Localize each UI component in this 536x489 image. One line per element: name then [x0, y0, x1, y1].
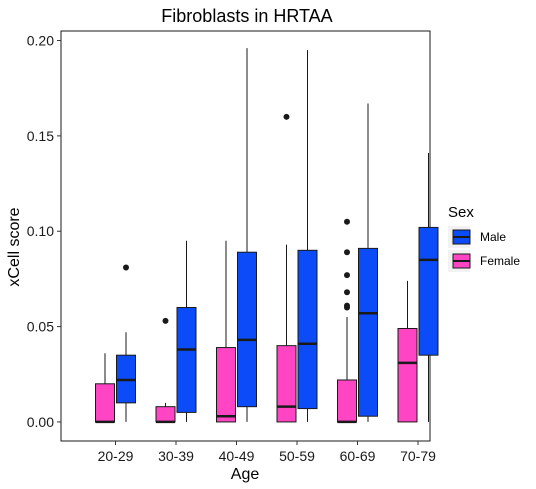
- outlier-point: [123, 264, 129, 271]
- box-body: [155, 406, 176, 423]
- outlier-point: [344, 272, 350, 279]
- y-axis: 0.00 0.05 0.10 0.15 0.20: [27, 33, 61, 430]
- box-series-group: [95, 48, 439, 424]
- outlier-point: [162, 317, 169, 324]
- box-male-30-39: [176, 240, 197, 422]
- box-body: [276, 345, 297, 423]
- x-axis-title: Age: [231, 466, 260, 483]
- box-male-40-49: [237, 48, 257, 422]
- box-male-20-29: [116, 264, 136, 422]
- box-body: [358, 247, 378, 417]
- box-body: [216, 347, 236, 423]
- legend-title: Sex: [448, 204, 474, 221]
- box-female-70-79: [397, 280, 418, 423]
- box-male-50-59: [297, 50, 318, 422]
- legend-label-male: Male: [480, 230, 506, 244]
- y-tick-label: 0.05: [27, 319, 54, 335]
- x-axis: 20-29 30-39 40-49 50-59 60-69 70-79: [98, 441, 436, 464]
- y-tick-label: 0.10: [27, 223, 54, 239]
- box-body: [237, 251, 257, 408]
- legend-label-female: Female: [480, 254, 520, 268]
- box-female-40-49: [216, 240, 236, 423]
- chart-title: Fibroblasts in HRTAA: [161, 6, 332, 26]
- box-body: [176, 307, 197, 413]
- box-female-20-29: [95, 353, 115, 424]
- box-body: [297, 249, 318, 410]
- box-female-30-39: [155, 317, 176, 424]
- outlier-point: [344, 249, 350, 256]
- outlier-point: [344, 218, 350, 225]
- box-body: [418, 226, 439, 356]
- y-axis-title: xCell score: [6, 207, 23, 286]
- y-tick-label: 0.20: [27, 33, 54, 49]
- outlier-point: [344, 289, 350, 296]
- outlier-point: [283, 113, 290, 120]
- box-body: [95, 383, 115, 423]
- x-tick-label: 70-79: [400, 448, 436, 464]
- legend: Sex Male Female: [448, 204, 520, 272]
- box-body: [397, 327, 418, 423]
- box-male-60-69: [358, 103, 378, 422]
- x-tick-label: 20-29: [98, 448, 134, 464]
- y-tick-label: 0.15: [27, 128, 54, 144]
- box-female-50-59: [276, 113, 297, 423]
- box-male-70-79: [418, 153, 439, 422]
- y-tick-label: 0.00: [27, 414, 54, 430]
- box-female-60-69: [337, 218, 357, 424]
- x-tick-label: 60-69: [340, 448, 376, 464]
- outlier-point: [344, 302, 350, 309]
- x-tick-label: 50-59: [279, 448, 315, 464]
- x-tick-label: 30-39: [158, 448, 194, 464]
- x-tick-label: 40-49: [219, 448, 255, 464]
- box-body: [337, 379, 357, 423]
